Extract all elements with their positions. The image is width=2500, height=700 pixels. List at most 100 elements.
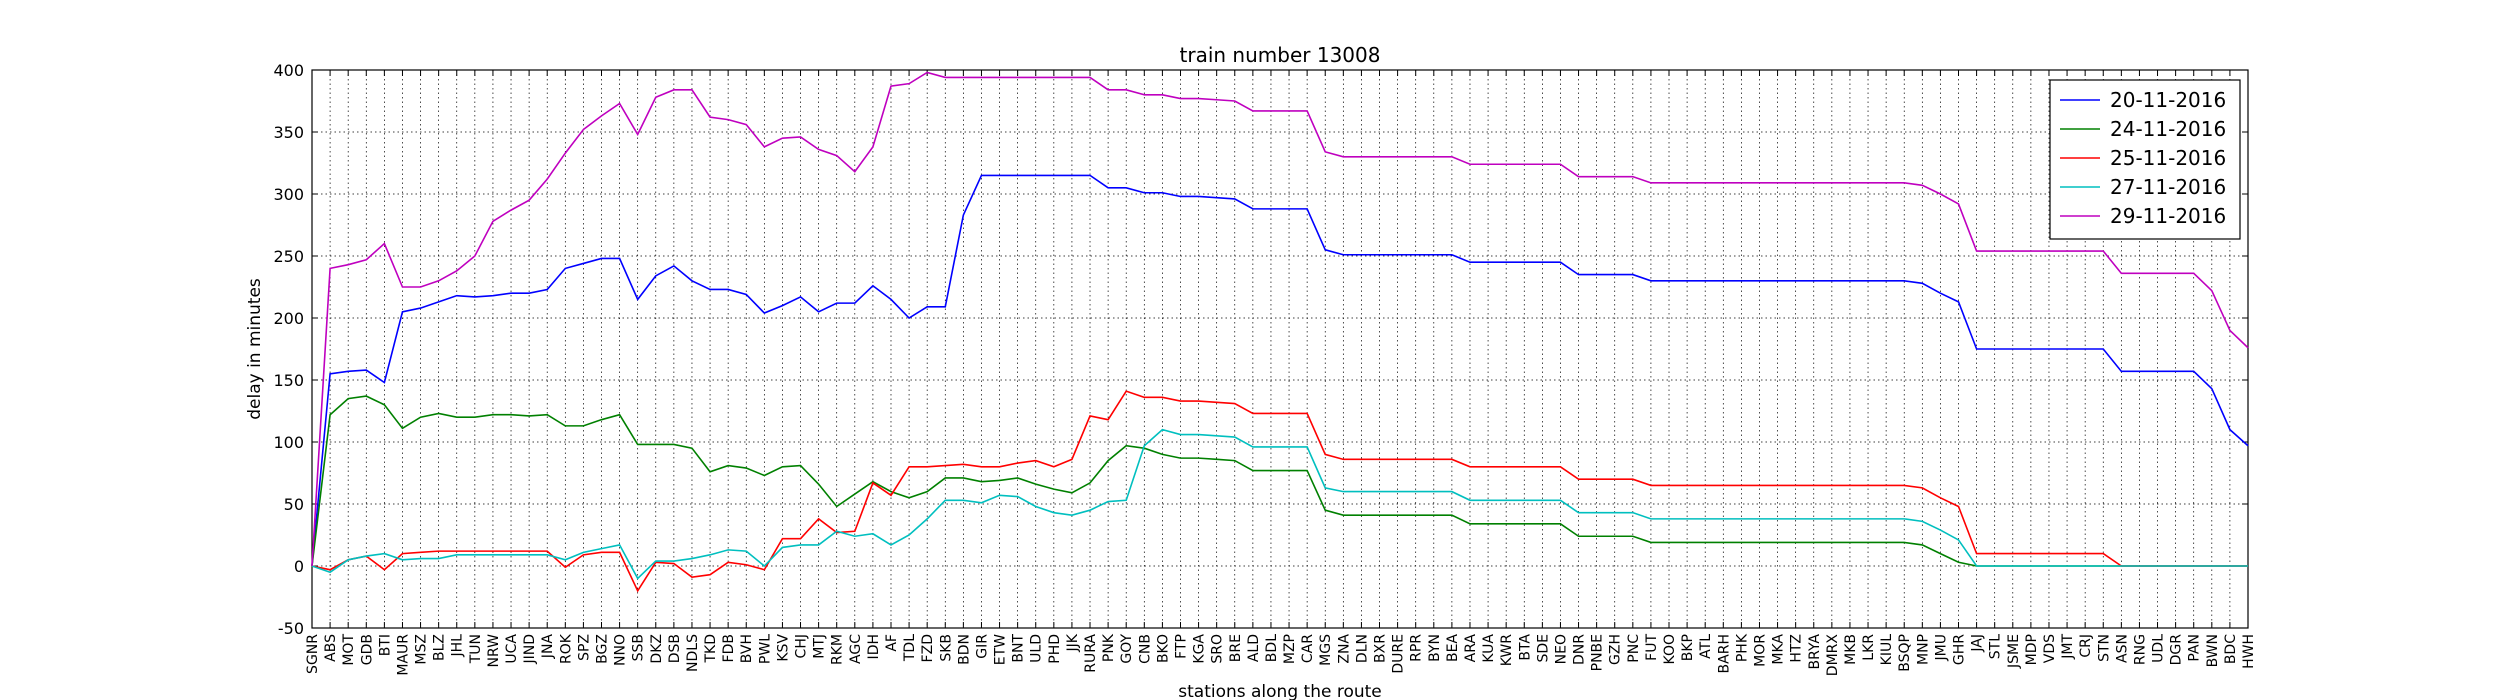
x-tick-label: BSQP — [1897, 634, 1913, 672]
x-tick-label: FDB — [721, 634, 737, 662]
x-tick-label: BNT — [1011, 634, 1027, 663]
y-tick-label: 50 — [284, 495, 304, 514]
x-tick-label: GDB — [359, 634, 375, 665]
x-tick-label: MDP — [2024, 634, 2040, 665]
x-tick-label: DNR — [1572, 634, 1588, 665]
x-tick-label: CAR — [1300, 634, 1316, 663]
x-tick-label: ZNA — [1336, 634, 1352, 664]
x-tick-label: JIND — [522, 634, 538, 665]
x-tick-label: MGS — [1318, 634, 1334, 666]
x-tick-label: DLN — [1354, 634, 1370, 663]
x-tick-label: CNB — [1137, 634, 1153, 664]
x-tick-label: SDE — [1535, 634, 1551, 663]
series-line — [311, 71, 2249, 567]
x-tick-label: NDLS — [685, 634, 701, 672]
x-tick-label: BDL — [1264, 634, 1280, 662]
x-tick-label: STN — [2096, 634, 2112, 662]
plot-frame — [311, 69, 2249, 629]
x-tick-label: PHD — [1047, 634, 1063, 664]
x-tick-label: MKB — [1843, 634, 1859, 665]
x-tick-label: BLZ — [432, 634, 448, 661]
x-tick-label: RPR — [1409, 634, 1425, 662]
x-tick-label: BRYA — [1807, 634, 1823, 670]
x-tick-label: BRE — [1228, 634, 1244, 662]
x-tick-label: KIUL — [1879, 634, 1895, 666]
x-tick-label: BVH — [739, 634, 755, 663]
x-tick-label: ROK — [558, 633, 574, 664]
x-tick-label: MOT — [341, 634, 357, 666]
x-tick-label: UCA — [504, 634, 520, 664]
y-tick-label: 300 — [273, 185, 304, 204]
x-tick-label: VDS — [2042, 634, 2058, 663]
x-tick-label: ABS — [323, 634, 339, 662]
x-tick-label: PAN — [2187, 634, 2203, 662]
x-tick-label: ARA — [1463, 634, 1479, 663]
x-tick-label: PNBE — [1590, 634, 1606, 671]
y-tick-label: -50 — [278, 619, 304, 638]
x-tick-label: MNP — [1915, 634, 1931, 665]
legend-label: 20-11-2016 — [2110, 88, 2226, 112]
series-line — [311, 395, 2248, 567]
x-tick-label: BXR — [1373, 634, 1389, 663]
x-tick-label: JJK — [1065, 633, 1081, 652]
y-tick-label: 350 — [273, 123, 304, 142]
x-tick-label: MOR — [1752, 634, 1768, 667]
x-tick-label: TUN — [468, 634, 484, 664]
x-tick-label: MTJ — [812, 634, 828, 659]
x-tick-label: SSB — [631, 634, 647, 661]
x-tick-label: DSB — [667, 634, 683, 663]
x-tick-label: ASN — [2114, 634, 2130, 663]
x-tick-label: BARH — [1716, 634, 1732, 673]
x-tick-label: RNG — [2132, 634, 2148, 665]
x-tick-label: NRW — [486, 634, 502, 668]
x-tick-label: BKO — [1155, 634, 1171, 663]
x-tick-label: BEA — [1445, 634, 1461, 662]
x-tick-label: BTI — [377, 634, 393, 656]
x-tick-label: ETW — [993, 634, 1009, 665]
legend-label: 29-11-2016 — [2110, 204, 2226, 228]
x-tick-label: MAUR — [395, 634, 411, 676]
x-tick-label: ATL — [1698, 634, 1714, 659]
x-tick-label: GZH — [1608, 634, 1624, 665]
x-tick-label: SRO — [1210, 634, 1226, 664]
legend-label: 27-11-2016 — [2110, 175, 2226, 199]
x-tick-label: GHR — [1952, 634, 1968, 665]
x-tick-label: PNK — [1101, 633, 1117, 662]
y-tick-label: 150 — [273, 371, 304, 390]
legend-label: 24-11-2016 — [2110, 117, 2226, 141]
series-line — [311, 428, 2248, 580]
x-tick-label: AF — [884, 634, 900, 652]
x-tick-label: BKP — [1680, 634, 1696, 661]
x-tick-label: DKZ — [649, 634, 665, 664]
x-tick-label: SGNR — [305, 634, 321, 674]
x-tick-label: BDN — [956, 634, 972, 665]
x-tick-label: JMU — [1933, 634, 1949, 661]
x-tick-label: ULD — [1029, 634, 1045, 663]
x-tick-label: NNO — [613, 634, 629, 666]
x-tick-label: BTA — [1517, 634, 1533, 661]
y-tick-label: 0 — [294, 557, 304, 576]
x-tick-label: PNC — [1626, 634, 1642, 663]
x-tick-label: RURA — [1083, 634, 1099, 673]
x-tick-label: IDH — [866, 634, 882, 659]
x-tick-label: DGR — [2169, 634, 2185, 666]
x-tick-label: KOO — [1662, 634, 1678, 664]
x-tick-label: JNA — [540, 634, 556, 660]
x-tick-label: KWR — [1499, 634, 1515, 667]
y-tick-label: 250 — [273, 247, 304, 266]
x-tick-label: KUA — [1481, 634, 1497, 663]
x-axis-label: stations along the route — [1178, 682, 1382, 700]
x-tick-label: SKB — [938, 634, 954, 662]
x-tick-label: PHK — [1734, 633, 1750, 662]
x-tick-label: UDL — [2151, 634, 2167, 663]
x-tick-label: LKR — [1861, 634, 1877, 661]
y-tick-label: 200 — [273, 309, 304, 328]
x-tick-label: BDC — [2223, 634, 2239, 664]
x-tick-label: KGA — [1192, 634, 1208, 664]
x-tick-label: CRJ — [2078, 634, 2094, 658]
x-tick-label: MKA — [1771, 634, 1787, 665]
x-tick-label: HTZ — [1789, 634, 1805, 663]
x-tick-label: JSME — [2006, 634, 2022, 669]
